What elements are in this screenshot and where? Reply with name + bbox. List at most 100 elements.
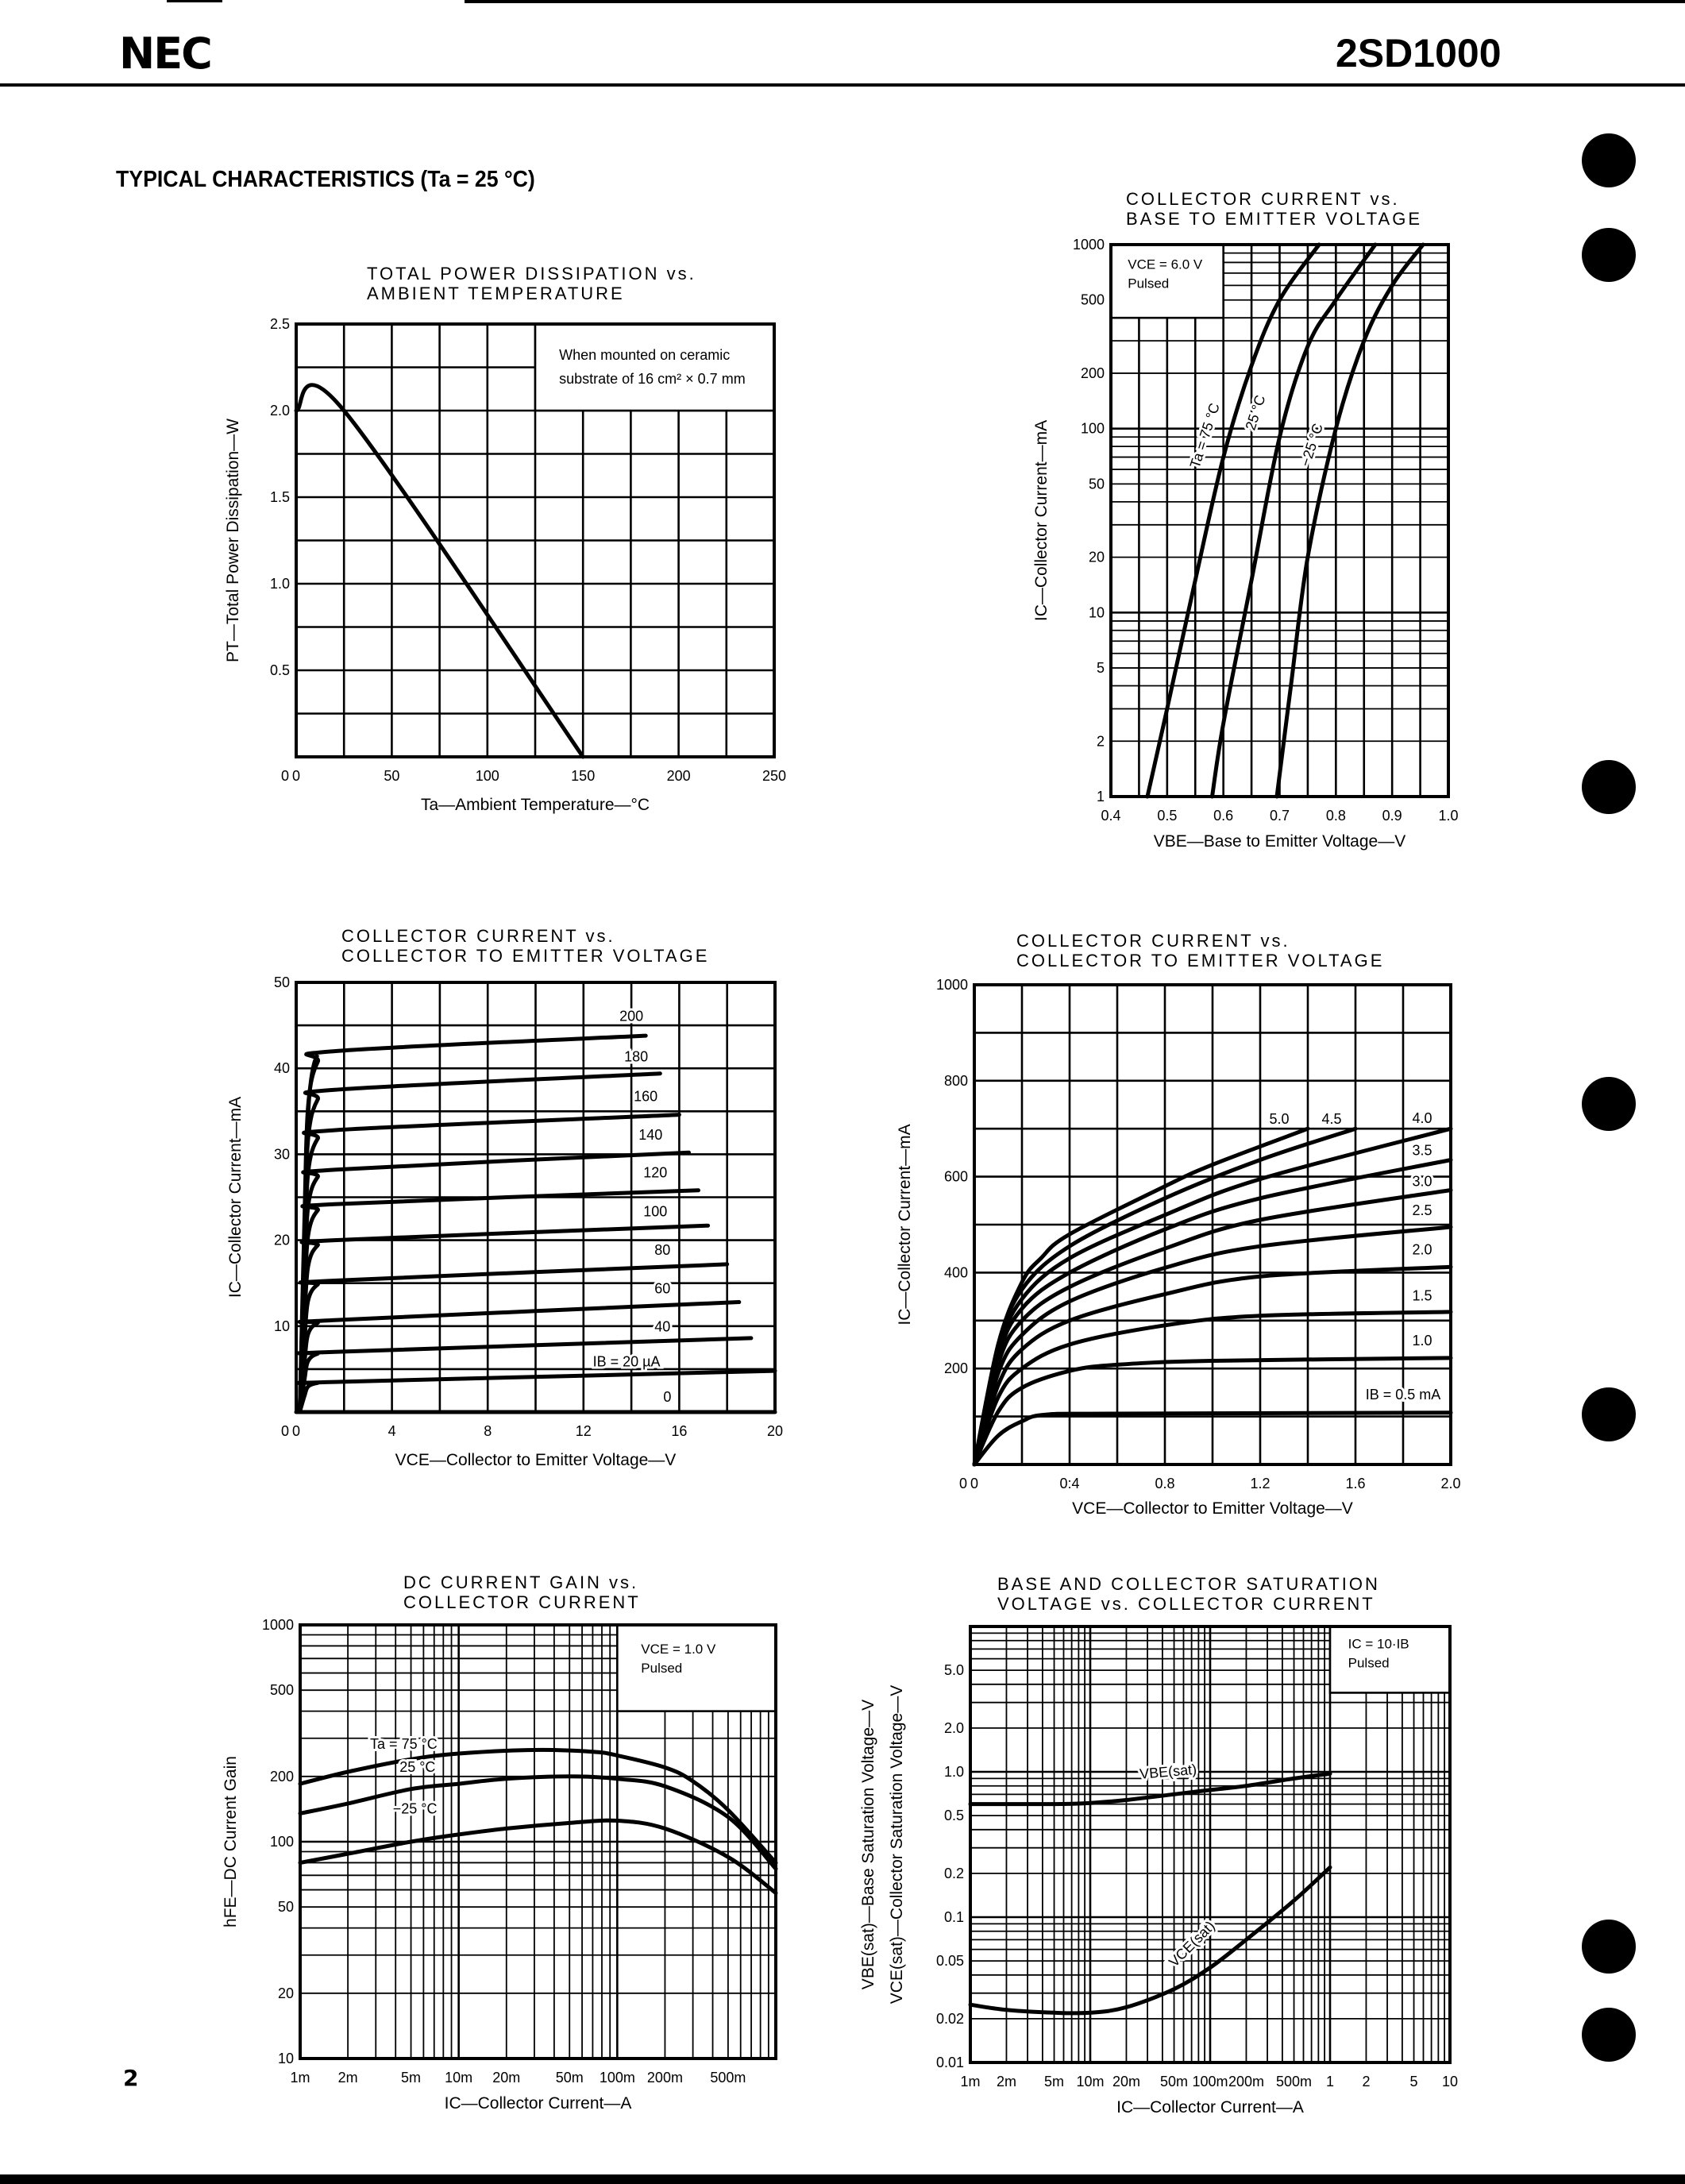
data-series--25-c (1274, 242, 1425, 799)
curve-label: 25 °C (1243, 393, 1269, 432)
brand-logo: NEC (119, 29, 213, 79)
curve-label: 60 (654, 1281, 670, 1297)
y-axis-label: IC—Collector Current—mA (226, 1097, 245, 1298)
chart-title-line: TOTAL POWER DISSIPATION vs. (367, 264, 696, 284)
y-tick-label: 800 (944, 1073, 968, 1089)
plot-frame (969, 1625, 1452, 2064)
x-tick-label: 200 (667, 768, 691, 784)
condition-box (616, 1623, 777, 1712)
data-series-pt (294, 383, 585, 759)
x-tick-label: 0.9 (1382, 808, 1402, 824)
curve-label: 40 (654, 1318, 670, 1334)
y-tick-label: 30 (274, 1146, 290, 1162)
chart-title-line: BASE AND COLLECTOR SATURATION (997, 1574, 1380, 1594)
x-tick-label: 1.2 (1250, 1476, 1270, 1491)
x-tick-label: 1.6 (1345, 1476, 1365, 1491)
binder-hole-icon (1582, 2008, 1636, 2062)
x-tick-label: 16 (671, 1423, 687, 1439)
x-axis-label: VCE—Collector to Emitter Voltage—V (1072, 1499, 1353, 1518)
y-tick-label: 5.0 (944, 1662, 964, 1678)
x-tick-label: 2m (338, 2070, 358, 2086)
data-series-25-c (1210, 242, 1378, 799)
chart-title-vsat: BASE AND COLLECTOR SATURATION VOLTAGE vs… (997, 1574, 1380, 1614)
x-tick-label: 5m (401, 2070, 421, 2086)
data-series--25-c (298, 1818, 778, 1896)
binder-hole-icon (1582, 133, 1636, 187)
data-series-ib-0-5-ma (972, 1410, 1453, 1467)
chart-power-dissipation: When mounted on ceramic substrate of 16 c… (224, 316, 786, 814)
data-series-ib-1-0-ma (972, 1356, 1453, 1467)
x-tick-label: 10 (1442, 2074, 1458, 2089)
footer-rule (0, 2174, 1685, 2184)
x-tick-label: 1m (290, 2070, 310, 2086)
condition-text: Pulsed (1128, 276, 1169, 291)
y-tick-label: 100 (1081, 421, 1105, 437)
y-tick-label: 0.02 (936, 2011, 964, 2027)
y-tick-label: 50 (274, 974, 290, 990)
x-tick-label: 8 (484, 1423, 492, 1439)
x-tick-label: 150 (571, 768, 595, 784)
curve-label: 120 (643, 1165, 667, 1181)
y-tick-label: 1.0 (270, 576, 290, 592)
condition-text: VCE = 6.0 V (1128, 257, 1203, 272)
condition-text: Pulsed (641, 1661, 682, 1676)
x-tick-label: 500m (710, 2070, 746, 2086)
page-number: 2 (123, 2065, 139, 2091)
y-tick-label: 200 (944, 1360, 968, 1376)
data-series-ib-2-0-ma (972, 1264, 1453, 1467)
x-tick-label: 200m (647, 2070, 683, 2086)
x-tick-label: 250 (762, 768, 786, 784)
curve-label: 25 °C (399, 1759, 435, 1775)
y-tick-label: 20 (1089, 550, 1105, 565)
y-tick-label: 0.1 (944, 1909, 964, 1925)
y-tick-label: 0.5 (270, 662, 290, 678)
x-tick-label: 10m (1076, 2074, 1104, 2089)
x-tick-label: 100 (476, 768, 499, 784)
x-tick-label: 200m (1228, 2074, 1264, 2089)
curve-label: 180 (624, 1049, 648, 1065)
y-tick-label: 5 (1097, 660, 1105, 676)
y-tick-label: 40 (274, 1060, 290, 1076)
condition-text: IC = 10·IB (1348, 1637, 1409, 1652)
origin-label: 0 (281, 768, 289, 784)
header-rule (0, 83, 1685, 87)
curve-label: 80 (654, 1242, 670, 1258)
plot-frame (973, 983, 1452, 1466)
origin-label: 0 (959, 1476, 967, 1491)
x-tick-label: 0.8 (1155, 1476, 1174, 1491)
y-tick-label: 10 (278, 2051, 294, 2066)
curve-label: 1.0 (1412, 1333, 1432, 1349)
curve-label: 2.5 (1412, 1202, 1432, 1218)
x-axis-label: VCE—Collector to Emitter Voltage—V (395, 1451, 677, 1469)
x-tick-label: 10m (445, 2070, 472, 2086)
chart-title-ic-vce-2v: COLLECTOR CURRENT vs. COLLECTOR TO EMITT… (1016, 931, 1384, 970)
condition-box (1109, 243, 1224, 319)
chart-title-power: TOTAL POWER DISSIPATION vs. AMBIENT TEMP… (367, 264, 696, 303)
y-tick-label: 0.2 (944, 1866, 964, 1881)
y-tick-label: 0.01 (936, 2055, 964, 2070)
y-tick-label: 1000 (1073, 237, 1105, 253)
chart-title-line: BASE TO EMITTER VOLTAGE (1126, 209, 1422, 229)
plot-frame (1109, 243, 1450, 798)
y-tick-label: 2 (1097, 733, 1105, 749)
x-tick-label: 0.7 (1270, 808, 1290, 824)
chart-ic-vs-vce-2v: 5.0 4.5 4.03.53.02.52.01.51.0IB = 0.5 mA0 0… (896, 977, 1461, 1518)
chart-title-line: COLLECTOR TO EMITTER VOLTAGE (1016, 951, 1385, 970)
x-tick-label: 5 (1410, 2074, 1418, 2089)
chart-title-line: COLLECTOR CURRENT (403, 1592, 641, 1612)
y-axis-label: PT—Total Power Dissipation—W (224, 419, 242, 662)
chart-title-line: COLLECTOR CURRENT vs. (341, 926, 615, 946)
y-tick-label: 10 (274, 1318, 290, 1334)
y-tick-label: 600 (944, 1169, 968, 1185)
binder-hole-icon (1582, 228, 1636, 282)
y-axis-label: IC—Collector Current—mA (1032, 420, 1051, 621)
x-tick-label: 0 (292, 768, 300, 784)
data-series-ib-2-5-ma (972, 1225, 1453, 1467)
y-tick-label: 1.0 (944, 1764, 964, 1780)
x-tick-label: 2 (1362, 2074, 1370, 2089)
top-edge-rule-right (465, 0, 1685, 3)
top-edge-rule-left (167, 0, 222, 2)
x-tick-label: 0.6 (1213, 808, 1233, 824)
x-tick-label: 12 (576, 1423, 592, 1439)
